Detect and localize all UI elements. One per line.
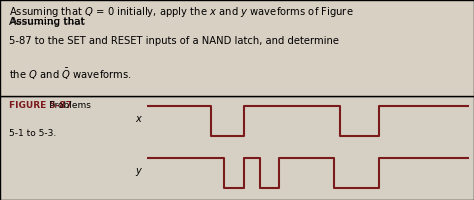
Text: 5-87 to the SET and RESET inputs of a NAND latch, and determine: 5-87 to the SET and RESET inputs of a NA…	[9, 36, 339, 46]
Text: the $Q$ and $\bar{Q}$ waveforms.: the $Q$ and $\bar{Q}$ waveforms.	[9, 67, 132, 82]
Text: x: x	[135, 114, 141, 124]
Text: 5-1 to 5-3.: 5-1 to 5-3.	[9, 129, 57, 138]
Text: Assuming that: Assuming that	[9, 17, 88, 27]
Text: Assuming that: Assuming that	[9, 17, 89, 26]
Text: Problems: Problems	[9, 101, 91, 110]
Text: Assuming that $Q$ = 0 initially, apply the $x$ and $y$ waveforms of Figure: Assuming that $Q$ = 0 initially, apply t…	[9, 5, 354, 19]
Text: y: y	[135, 166, 141, 176]
Text: FIGURE 5-87: FIGURE 5-87	[9, 101, 73, 110]
